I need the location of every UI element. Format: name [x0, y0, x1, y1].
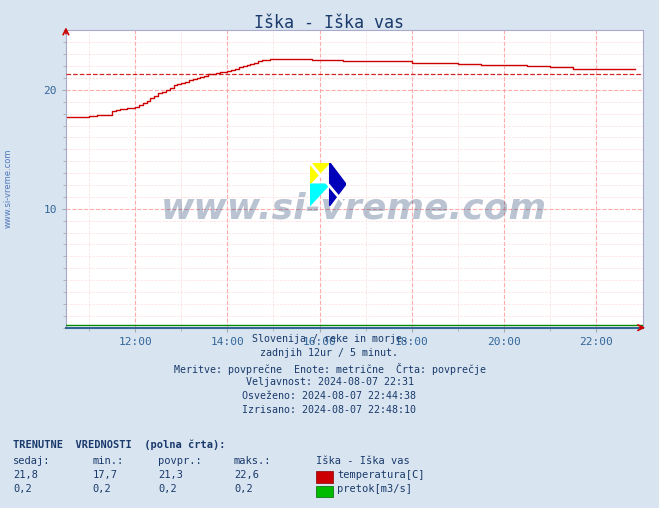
- Text: 0,2: 0,2: [158, 484, 177, 494]
- Text: sedaj:: sedaj:: [13, 456, 51, 466]
- Text: Osveženo: 2024-08-07 22:44:38: Osveženo: 2024-08-07 22:44:38: [243, 391, 416, 401]
- Text: 17,7: 17,7: [92, 470, 117, 480]
- Text: 0,2: 0,2: [13, 484, 32, 494]
- Polygon shape: [330, 163, 346, 206]
- Text: TRENUTNE  VREDNOSTI  (polna črta):: TRENUTNE VREDNOSTI (polna črta):: [13, 439, 225, 450]
- Text: Izrisano: 2024-08-07 22:48:10: Izrisano: 2024-08-07 22:48:10: [243, 405, 416, 416]
- Polygon shape: [310, 163, 330, 184]
- Text: 0,2: 0,2: [234, 484, 252, 494]
- Text: maks.:: maks.:: [234, 456, 272, 466]
- Text: Veljavnost: 2024-08-07 22:31: Veljavnost: 2024-08-07 22:31: [246, 377, 413, 387]
- Text: Slovenija / reke in morje.: Slovenija / reke in morje.: [252, 334, 407, 344]
- Text: 0,2: 0,2: [92, 484, 111, 494]
- Text: www.si-vreme.com: www.si-vreme.com: [161, 192, 547, 226]
- Text: www.si-vreme.com: www.si-vreme.com: [4, 148, 13, 228]
- Text: pretok[m3/s]: pretok[m3/s]: [337, 484, 413, 494]
- Text: povpr.:: povpr.:: [158, 456, 202, 466]
- Polygon shape: [310, 184, 330, 206]
- Text: temperatura[C]: temperatura[C]: [337, 470, 425, 480]
- Text: Meritve: povprečne  Enote: metrične  Črta: povprečje: Meritve: povprečne Enote: metrične Črta:…: [173, 363, 486, 375]
- Text: 22,6: 22,6: [234, 470, 259, 480]
- Text: zadnjih 12ur / 5 minut.: zadnjih 12ur / 5 minut.: [260, 348, 399, 359]
- Text: 21,3: 21,3: [158, 470, 183, 480]
- Text: min.:: min.:: [92, 456, 123, 466]
- Text: Iška - Iška vas: Iška - Iška vas: [254, 14, 405, 32]
- Text: 21,8: 21,8: [13, 470, 38, 480]
- Text: Iška - Iška vas: Iška - Iška vas: [316, 456, 410, 466]
